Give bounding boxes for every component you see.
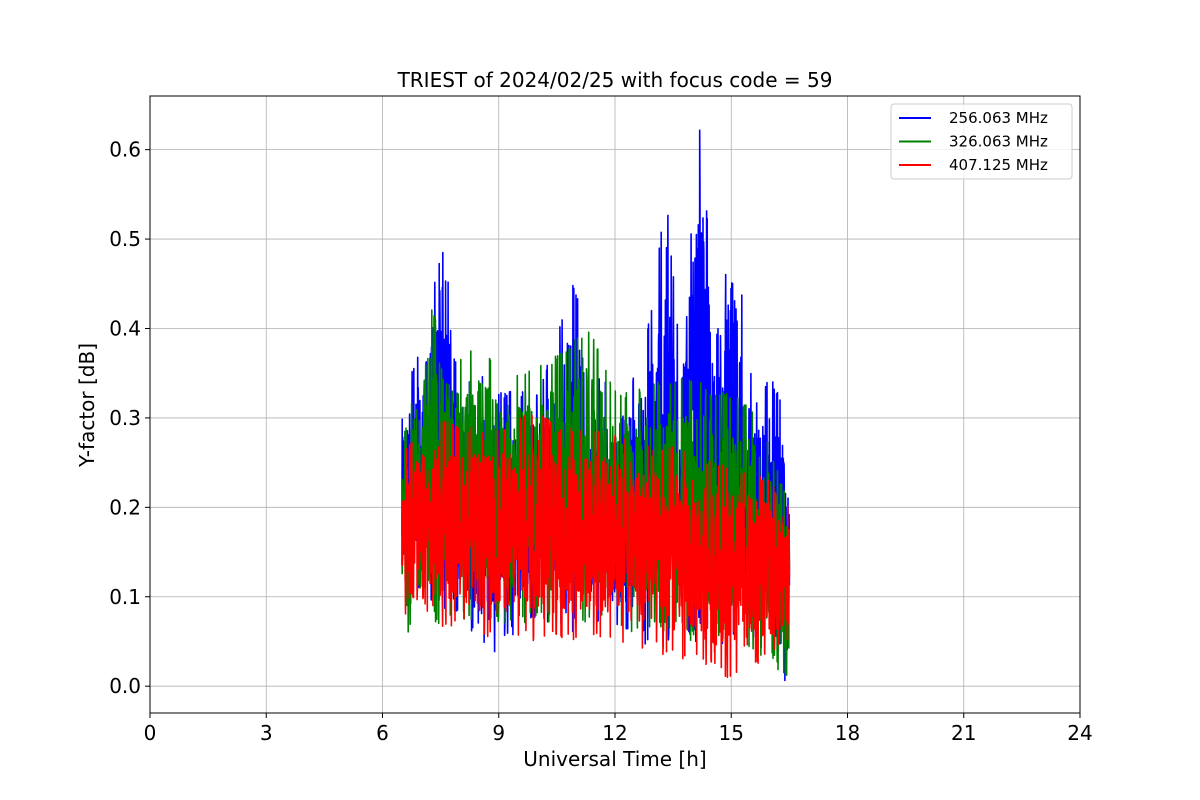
x-tick-label: 0	[144, 721, 157, 745]
x-tick-label: 6	[376, 721, 389, 745]
y-tick-label: 0.3	[109, 406, 141, 430]
series-line-3	[401, 414, 791, 679]
y-tick-label: 0.0	[109, 674, 141, 698]
x-tick-label: 12	[602, 721, 627, 745]
legend-box	[890, 103, 1073, 180]
x-tick-label: 18	[835, 721, 860, 745]
x-tick-label: 9	[492, 721, 505, 745]
y-tick-label: 0.6	[109, 138, 141, 162]
y-tick-label: 0.2	[109, 495, 141, 519]
x-tick-label: 15	[719, 721, 744, 745]
y-tick-label: 0.1	[109, 585, 141, 609]
legend: 256.063 MHz 326.063 MHz 407.125 MHz	[890, 103, 1073, 180]
x-tick-label: 24	[1067, 721, 1092, 745]
legend-label: 326.063 MHz	[949, 133, 1048, 151]
legend-label: 256.063 MHz	[949, 109, 1048, 127]
legend-label: 407.125 MHz	[949, 156, 1048, 174]
x-axis-label: Universal Time [h]	[523, 747, 706, 771]
x-tick-label: 21	[951, 721, 976, 745]
y-tick-label: 0.4	[109, 316, 141, 340]
y-axis-label: Y-factor [dB]	[75, 343, 99, 468]
x-tick-label: 3	[260, 721, 273, 745]
chart-title: TRIEST of 2024/02/25 with focus code = 5…	[397, 68, 833, 92]
plot-area: 0 3 6 9 12 15 18 21 24 0.0 0.1 0.2 0.3 0.4 0.5 0.6	[109, 95, 1093, 745]
y-tick-label: 0.5	[109, 227, 141, 251]
